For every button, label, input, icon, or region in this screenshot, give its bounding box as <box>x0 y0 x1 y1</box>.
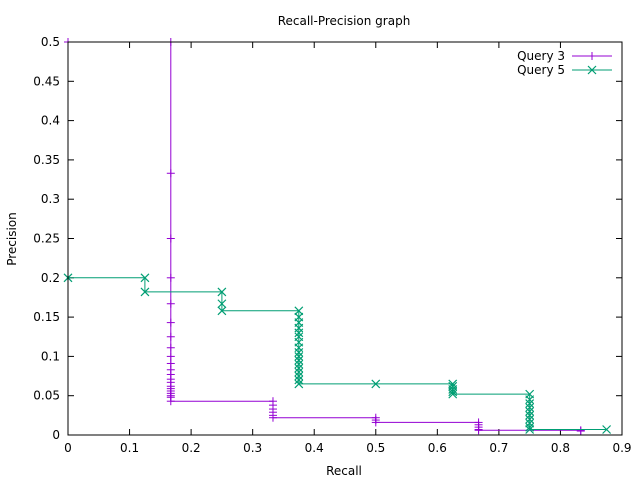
series-line <box>68 41 582 432</box>
data-point <box>525 422 535 432</box>
x-tick-label: 0.3 <box>243 441 262 455</box>
x-tick-label: 0.5 <box>366 441 385 455</box>
data-point <box>525 406 535 416</box>
y-tick-label: 0.45 <box>33 74 60 88</box>
data-point <box>217 306 227 316</box>
y-tick-label: 0.3 <box>41 192 60 206</box>
data-point <box>294 379 304 389</box>
series-1 <box>64 38 585 436</box>
data-point <box>217 299 227 309</box>
legend-label: Query 5 <box>517 63 565 77</box>
series-layer <box>63 38 612 436</box>
data-point <box>294 355 304 365</box>
x-tick-label: 0 <box>64 441 72 455</box>
x-axis-label: Recall <box>326 464 362 478</box>
data-point <box>294 359 304 369</box>
data-point <box>140 287 150 297</box>
data-point <box>166 318 175 327</box>
series-line <box>68 277 607 430</box>
data-point <box>140 273 150 283</box>
y-tick-label: 0.25 <box>33 232 60 246</box>
data-point <box>371 379 381 389</box>
y-tick-label: 0 <box>52 428 60 442</box>
data-point <box>525 395 535 405</box>
data-point <box>525 425 535 434</box>
data-point <box>166 234 175 243</box>
data-point <box>448 389 458 399</box>
y-tick-label: 0.15 <box>33 310 60 324</box>
legend-item: Query 5 <box>517 63 612 77</box>
data-point <box>294 367 304 377</box>
data-point <box>166 332 175 341</box>
data-point <box>166 343 175 352</box>
data-point <box>294 351 304 361</box>
x-tick-label: 0.6 <box>428 441 447 455</box>
x-tick-label: 0.4 <box>305 441 324 455</box>
chart-title: Recall-Precision graph <box>278 14 411 28</box>
y-axis-label: Precision <box>5 212 19 266</box>
data-point <box>166 169 175 178</box>
y-tick-label: 0.1 <box>41 349 60 363</box>
data-point <box>525 418 535 428</box>
y-tick-label: 0.4 <box>41 114 60 128</box>
data-point <box>525 403 535 412</box>
x-tick-label: 0.9 <box>612 441 631 455</box>
data-point <box>166 299 175 308</box>
data-point <box>294 306 304 316</box>
data-point <box>294 371 304 381</box>
data-point <box>371 418 380 427</box>
data-point <box>576 427 585 436</box>
data-point <box>448 387 458 397</box>
legend-label: Query 3 <box>517 49 565 63</box>
data-point <box>294 363 304 373</box>
legend-item: Query 3 <box>517 49 612 63</box>
x-tick-label: 0.8 <box>551 441 570 455</box>
y-tick-label: 0.35 <box>33 153 60 167</box>
legend-marker <box>587 65 597 75</box>
data-point <box>525 399 535 408</box>
data-point <box>294 375 304 385</box>
axis-ticks: 0 0.1 0.2 0.3 0.4 0.5 0.6 0.7 0.8 0.9 0 0.05 0.1 0.15… <box>33 35 631 455</box>
x-tick-label: 0.7 <box>489 441 508 455</box>
data-point <box>166 273 175 282</box>
data-point <box>268 413 277 422</box>
data-point <box>474 426 483 435</box>
x-tick-label: 0.2 <box>182 441 201 455</box>
series-2 <box>63 273 612 434</box>
x-tick-label: 0.1 <box>120 441 139 455</box>
data-point <box>166 352 175 361</box>
legend-marker <box>588 52 596 60</box>
y-tick-label: 0.2 <box>41 271 60 285</box>
data-point <box>294 348 304 357</box>
data-point <box>217 287 227 297</box>
data-point <box>602 425 612 434</box>
data-point <box>525 410 535 420</box>
plot-frame <box>67 41 623 436</box>
y-tick-label: 0.5 <box>41 35 60 49</box>
y-tick-label: 0.05 <box>33 389 60 403</box>
data-point <box>294 328 304 338</box>
data-point <box>525 414 535 424</box>
data-point <box>166 397 175 406</box>
